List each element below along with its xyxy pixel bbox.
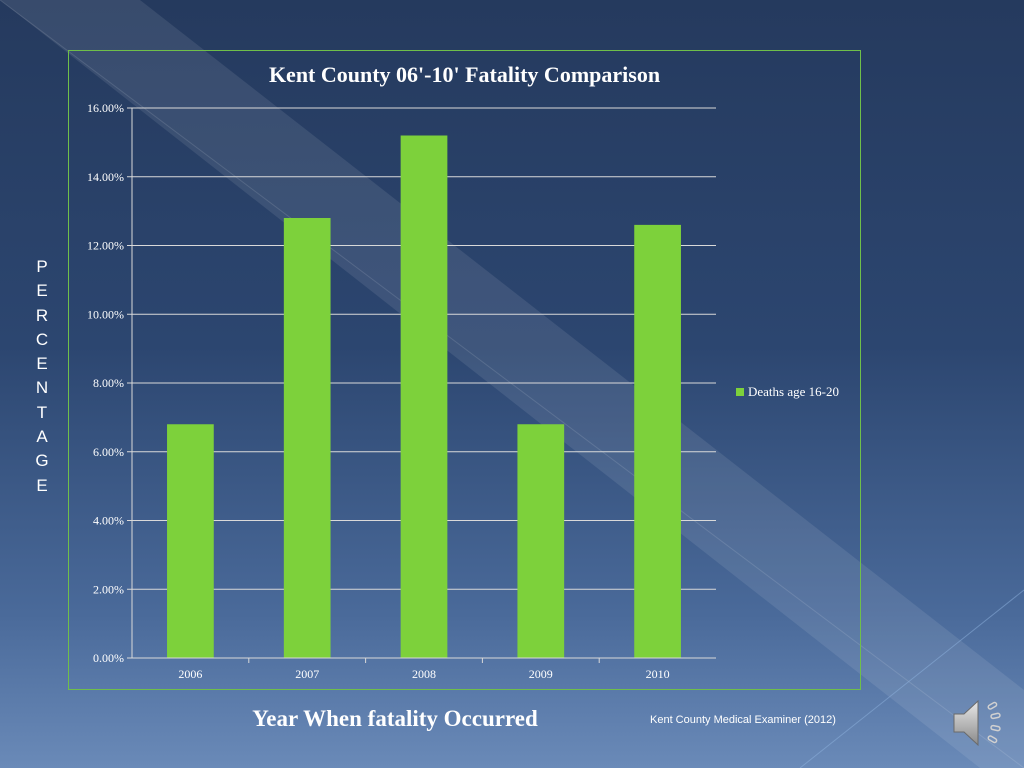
x-tick-labels: 2006 2007 2008 2009 2010 [178, 658, 670, 681]
legend-label: Deaths age 16-20 [748, 384, 839, 399]
y-tick-label: 14.00% [87, 170, 124, 184]
bar-2009 [517, 424, 565, 658]
y-tick-labels: 0.00% 2.00% 4.00% 6.00% 8.00% 10.00% 12.00% 14.… [87, 101, 124, 665]
x-tick-label: 2009 [529, 667, 553, 681]
y-tick-label: 4.00% [93, 514, 124, 528]
bar-2010 [634, 224, 681, 658]
bar-2007 [283, 218, 331, 658]
source-citation: Kent County Medical Examiner (2012) [650, 714, 836, 726]
y-tick-label: 10.00% [87, 307, 124, 321]
y-tick-label: 6.00% [93, 445, 124, 459]
y-tick-label: 2.00% [93, 582, 124, 596]
chart-title: Kent County 06'-10' Fatality Comparison [268, 62, 661, 87]
x-tick-label: 2008 [412, 667, 436, 681]
y-tick-label: 0.00% [93, 651, 124, 665]
x-tick-label: 2010 [646, 667, 670, 681]
legend: Deaths age 16-20 [736, 384, 839, 400]
y-tick-label: 12.00% [87, 239, 124, 253]
y-tick-label: 8.00% [93, 376, 124, 390]
x-axis-title: Year When fatality Occurred [252, 706, 538, 731]
bar-2006 [167, 424, 214, 658]
legend-swatch [736, 388, 744, 396]
bar-2008 [400, 135, 448, 658]
bars [167, 135, 681, 658]
y-tick-label: 16.00% [87, 101, 124, 115]
x-tick-label: 2007 [295, 667, 319, 681]
x-tick-label: 2006 [178, 667, 202, 681]
y-axis-vertical-label: PERCENTAGE [35, 257, 49, 495]
axes [131, 108, 716, 659]
speaker-icon[interactable] [950, 695, 1010, 751]
chart-frame [68, 50, 861, 690]
